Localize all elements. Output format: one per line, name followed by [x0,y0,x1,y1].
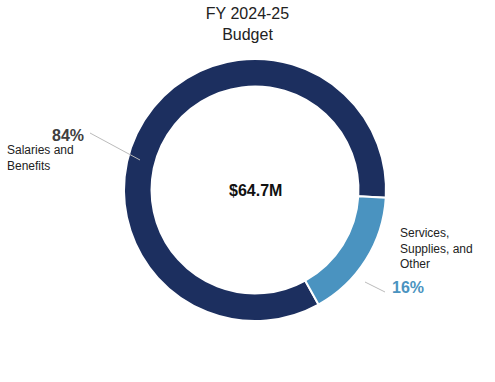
svg-text:FY 2024-25Budget: FY 2024-25Budget [206,5,289,43]
svg-text:Services,Supplies, andOther: Services,Supplies, andOther [400,226,473,271]
svg-text:Salaries andBenefits: Salaries andBenefits [7,143,74,173]
svg-text:$64.7M: $64.7M [229,182,282,199]
svg-text:16%: 16% [392,279,424,296]
svg-text:84%: 84% [52,127,84,144]
